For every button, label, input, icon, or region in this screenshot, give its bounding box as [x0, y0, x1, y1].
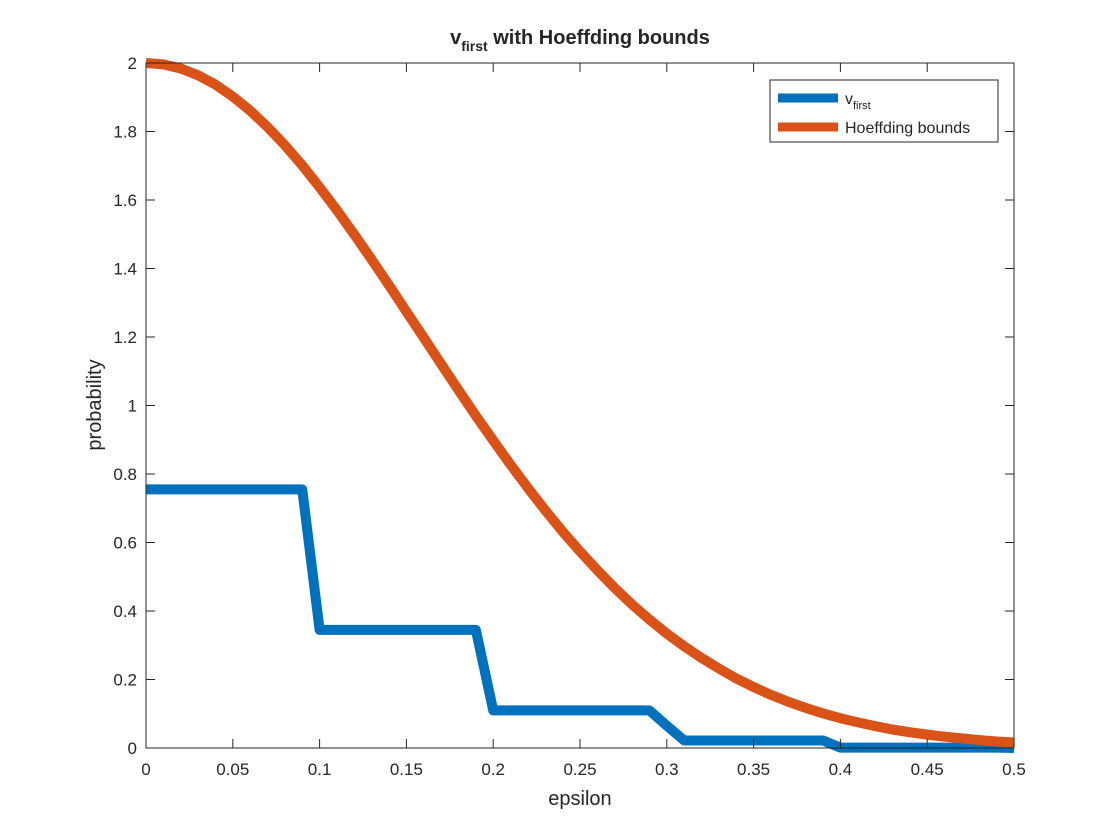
chart-title-rest: with Hoeffding bounds [488, 27, 710, 49]
y-tick-label: 0 [128, 739, 137, 758]
x-axis-ticks: 0 0.05 0.1 0.15 0.2 0.25 0.3 0.35 0.4 0.45 0.5 [141, 63, 1026, 779]
series-line-hoeffding-bounds [146, 58, 1015, 748]
y-tick-label: 1.2 [113, 328, 137, 347]
x-tick-label: 0.15 [390, 760, 423, 779]
chart-title-main: v [450, 27, 462, 49]
legend-label-hoeffding: Hoeffding bounds [845, 120, 970, 137]
x-tick-label: 0.45 [911, 760, 944, 779]
y-tick-label: 0.4 [113, 602, 137, 621]
x-tick-label: 0.4 [829, 760, 853, 779]
x-tick-label: 0.5 [1002, 760, 1026, 779]
plot-area [146, 63, 1014, 748]
y-tick-label: 1 [128, 397, 137, 416]
legend-label-v-first: vfirst [845, 91, 871, 112]
legend-box [769, 79, 999, 143]
legend: vfirst Hoeffding bounds [769, 79, 999, 143]
x-tick-label: 0.35 [737, 760, 770, 779]
x-tick-label: 0.2 [481, 760, 505, 779]
y-tick-label: 1.4 [113, 260, 137, 279]
chart-title-subscript: first [461, 38, 488, 54]
y-tick-label: 1.8 [113, 123, 137, 142]
chart-title: vfirst with Hoeffding bounds [450, 27, 710, 54]
y-tick-label: 2 [128, 54, 137, 73]
legend-label-v-first-main: v [845, 91, 853, 108]
x-axis-label: epsilon [548, 788, 611, 810]
x-tick-label: 0.05 [216, 760, 249, 779]
y-tick-label: 0.2 [113, 671, 137, 690]
x-tick-label: 0.3 [655, 760, 679, 779]
y-tick-label: 0.6 [113, 534, 137, 553]
y-axis-ticks: 0 0.2 0.4 0.6 0.8 1 1.2 1.4 1.6 1.8 2 [113, 54, 1014, 758]
x-tick-label: 0 [141, 760, 150, 779]
x-tick-label: 0.1 [308, 760, 332, 779]
y-axis-label: probability [84, 359, 106, 450]
x-tick-label: 0.25 [563, 760, 596, 779]
y-tick-label: 0.8 [113, 465, 137, 484]
legend-label-v-first-subscript: first [853, 100, 871, 112]
y-tick-label: 1.6 [113, 191, 137, 210]
